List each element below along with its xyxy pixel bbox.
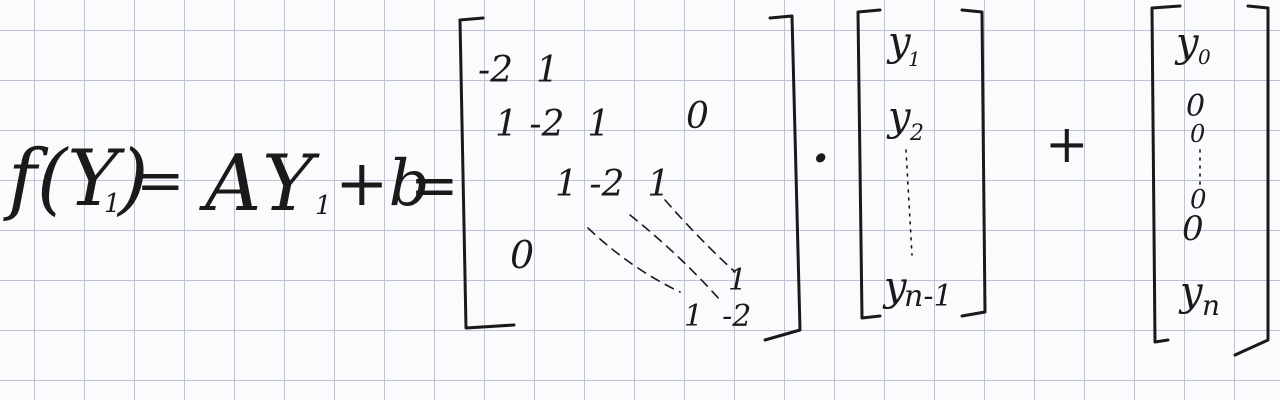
plus-b-term: +b (335, 147, 430, 221)
vector-b-y0: y (1174, 20, 1200, 66)
vector-yn-1: y (882, 264, 908, 310)
vector-y1-subscript: 1 (908, 47, 921, 71)
vector-b-zero-3: 0 (1190, 185, 1207, 215)
vector-b-y0-subscript: 0 (1198, 45, 1211, 69)
vector-b-yn: y (1178, 269, 1204, 315)
matrix-upper-zero: 0 (686, 96, 709, 137)
vector-Y-subscript: 1 (315, 191, 332, 221)
matrix-row-1: -2 1 (478, 50, 559, 91)
matrix-left-bracket (458, 16, 516, 330)
vector-yn-1-subscript: n-1 (904, 279, 953, 314)
matrix-A-symbol: A (199, 139, 261, 229)
superdiagonal-dashes (664, 199, 736, 273)
vector-b-zero-4: 0 (1182, 209, 1204, 249)
plus-sign: + (1045, 115, 1089, 175)
vector-y2-subscript: 2 (909, 121, 924, 146)
matrix-right-bracket (763, 14, 802, 342)
matrix-lower-zero: 0 (510, 233, 534, 277)
equals-sign-2: = (410, 151, 459, 219)
lhs-close-paren: ) (116, 134, 148, 224)
lhs-function: f(Y (3, 134, 125, 224)
vector-y-right-bracket (960, 8, 987, 318)
multiplication-dot: · (812, 128, 829, 187)
vector-b-left-bracket (1150, 4, 1182, 344)
vector-b-right-bracket (1233, 4, 1270, 357)
subdiagonal-dashes (587, 227, 681, 293)
vector-y-left-bracket (856, 8, 882, 320)
matrix-row-2: 1 -2 1 (495, 104, 610, 145)
vector-b-zero-2: 0 (1190, 120, 1205, 148)
matrix-row-3: 1 -2 1 (555, 164, 670, 205)
vector-b-yn-subscript: n (1202, 289, 1220, 322)
vector-y1: y (886, 19, 912, 65)
matrix-last-row: 1 -2 (684, 299, 751, 334)
vector-y-vertical-dots (905, 149, 913, 256)
equals-sign: = (136, 146, 185, 214)
lhs-subscript: 1 (104, 189, 121, 219)
vector-y2: y (886, 94, 912, 140)
vector-Y-symbol: Y (262, 139, 320, 229)
vector-b-zero-1: 0 (1186, 89, 1205, 124)
main-diagonal-dashes (629, 214, 721, 301)
matrix-last-superdiagonal: 1 (728, 263, 747, 298)
